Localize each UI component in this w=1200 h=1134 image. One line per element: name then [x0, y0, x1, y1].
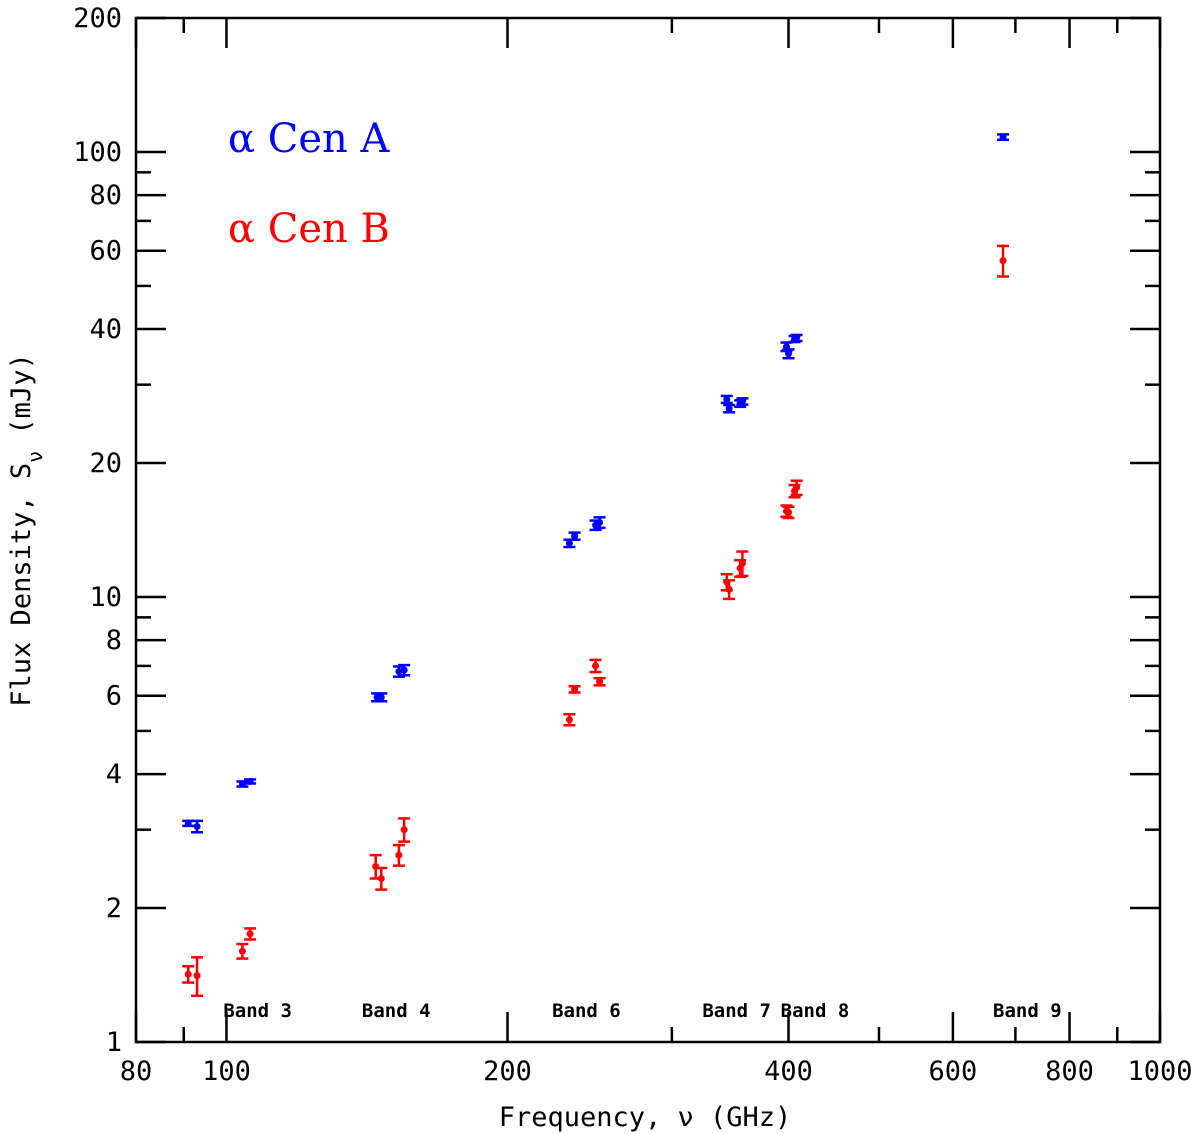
y-tick-label: 1 [106, 1027, 122, 1058]
data-point [571, 532, 579, 540]
data-point [571, 685, 579, 693]
data-point [395, 668, 403, 676]
band-label: Band 8 [781, 1000, 850, 1022]
band-label: Band 7 [702, 1000, 771, 1022]
y-tick-label: 2 [106, 893, 122, 924]
data-point [193, 822, 201, 830]
y-tick-label: 80 [89, 180, 122, 211]
data-point [999, 257, 1007, 265]
data-point [193, 972, 201, 980]
legend-entry: α Cen B [228, 206, 390, 252]
data-point [738, 397, 746, 405]
legend: α Cen A α Cen B [228, 116, 390, 252]
plot-frame [134, 16, 1162, 1044]
y-axis-label: Flux Density, Sν (mJy) [6, 353, 47, 706]
data-point [738, 559, 746, 567]
data-point [999, 133, 1007, 141]
data-point [793, 484, 801, 492]
data-point [246, 930, 254, 938]
data-marks [182, 133, 1010, 998]
y-tick-label: 8 [106, 625, 122, 656]
data-point [785, 508, 793, 516]
band-label: Band 3 [223, 1000, 292, 1022]
data-point [184, 970, 192, 978]
data-point [725, 405, 733, 413]
data-point [377, 875, 385, 883]
data-point [565, 539, 573, 547]
x-tick-label: 400 [764, 1056, 813, 1087]
y-tick-label: 4 [106, 759, 122, 790]
data-point [377, 693, 385, 701]
y-tick-label: 100 [73, 137, 122, 168]
y-tick-label: 40 [89, 314, 122, 345]
band-label: Band 6 [552, 1000, 621, 1022]
x-tick-label: 1000 [1127, 1056, 1192, 1087]
y-tick-label: 6 [106, 681, 122, 712]
x-tick-label: 600 [929, 1056, 978, 1087]
data-point [785, 350, 793, 358]
y-tick-label: 10 [89, 582, 122, 613]
data-point [246, 777, 254, 785]
data-point [565, 716, 573, 724]
x-tick-label: 200 [483, 1056, 532, 1087]
data-point [184, 819, 192, 827]
data-point [596, 678, 604, 686]
y-tick-label: 60 [89, 236, 122, 267]
data-point [592, 662, 600, 670]
y-tick-label: 200 [73, 3, 122, 34]
data-point [596, 519, 604, 527]
x-tick-label: 100 [202, 1056, 251, 1087]
band-label: Band 4 [362, 1000, 431, 1022]
band-annotations: Band 3 Band 4 Band 6 Band 7 Band 8 Band 9 [223, 1000, 1061, 1022]
data-point [793, 334, 801, 342]
x-tick-label: 80 [120, 1056, 153, 1087]
axis-ticks: 80 100 200 400 600 800 1000 1 2 4 6 8 10 20 40 60 80 100 2… [73, 3, 1192, 1087]
data-point [723, 395, 731, 403]
data-point [238, 947, 246, 955]
data-point [725, 585, 733, 593]
data-point [395, 851, 403, 859]
legend-entry: α Cen A [228, 116, 390, 162]
data-point [400, 826, 408, 834]
y-tick-label: 20 [89, 448, 122, 479]
band-label: Band 9 [993, 1000, 1062, 1022]
data-point [400, 666, 408, 674]
x-tick-label: 800 [1045, 1056, 1094, 1087]
x-axis-label: Frequency, ν (GHz) [499, 1102, 792, 1133]
